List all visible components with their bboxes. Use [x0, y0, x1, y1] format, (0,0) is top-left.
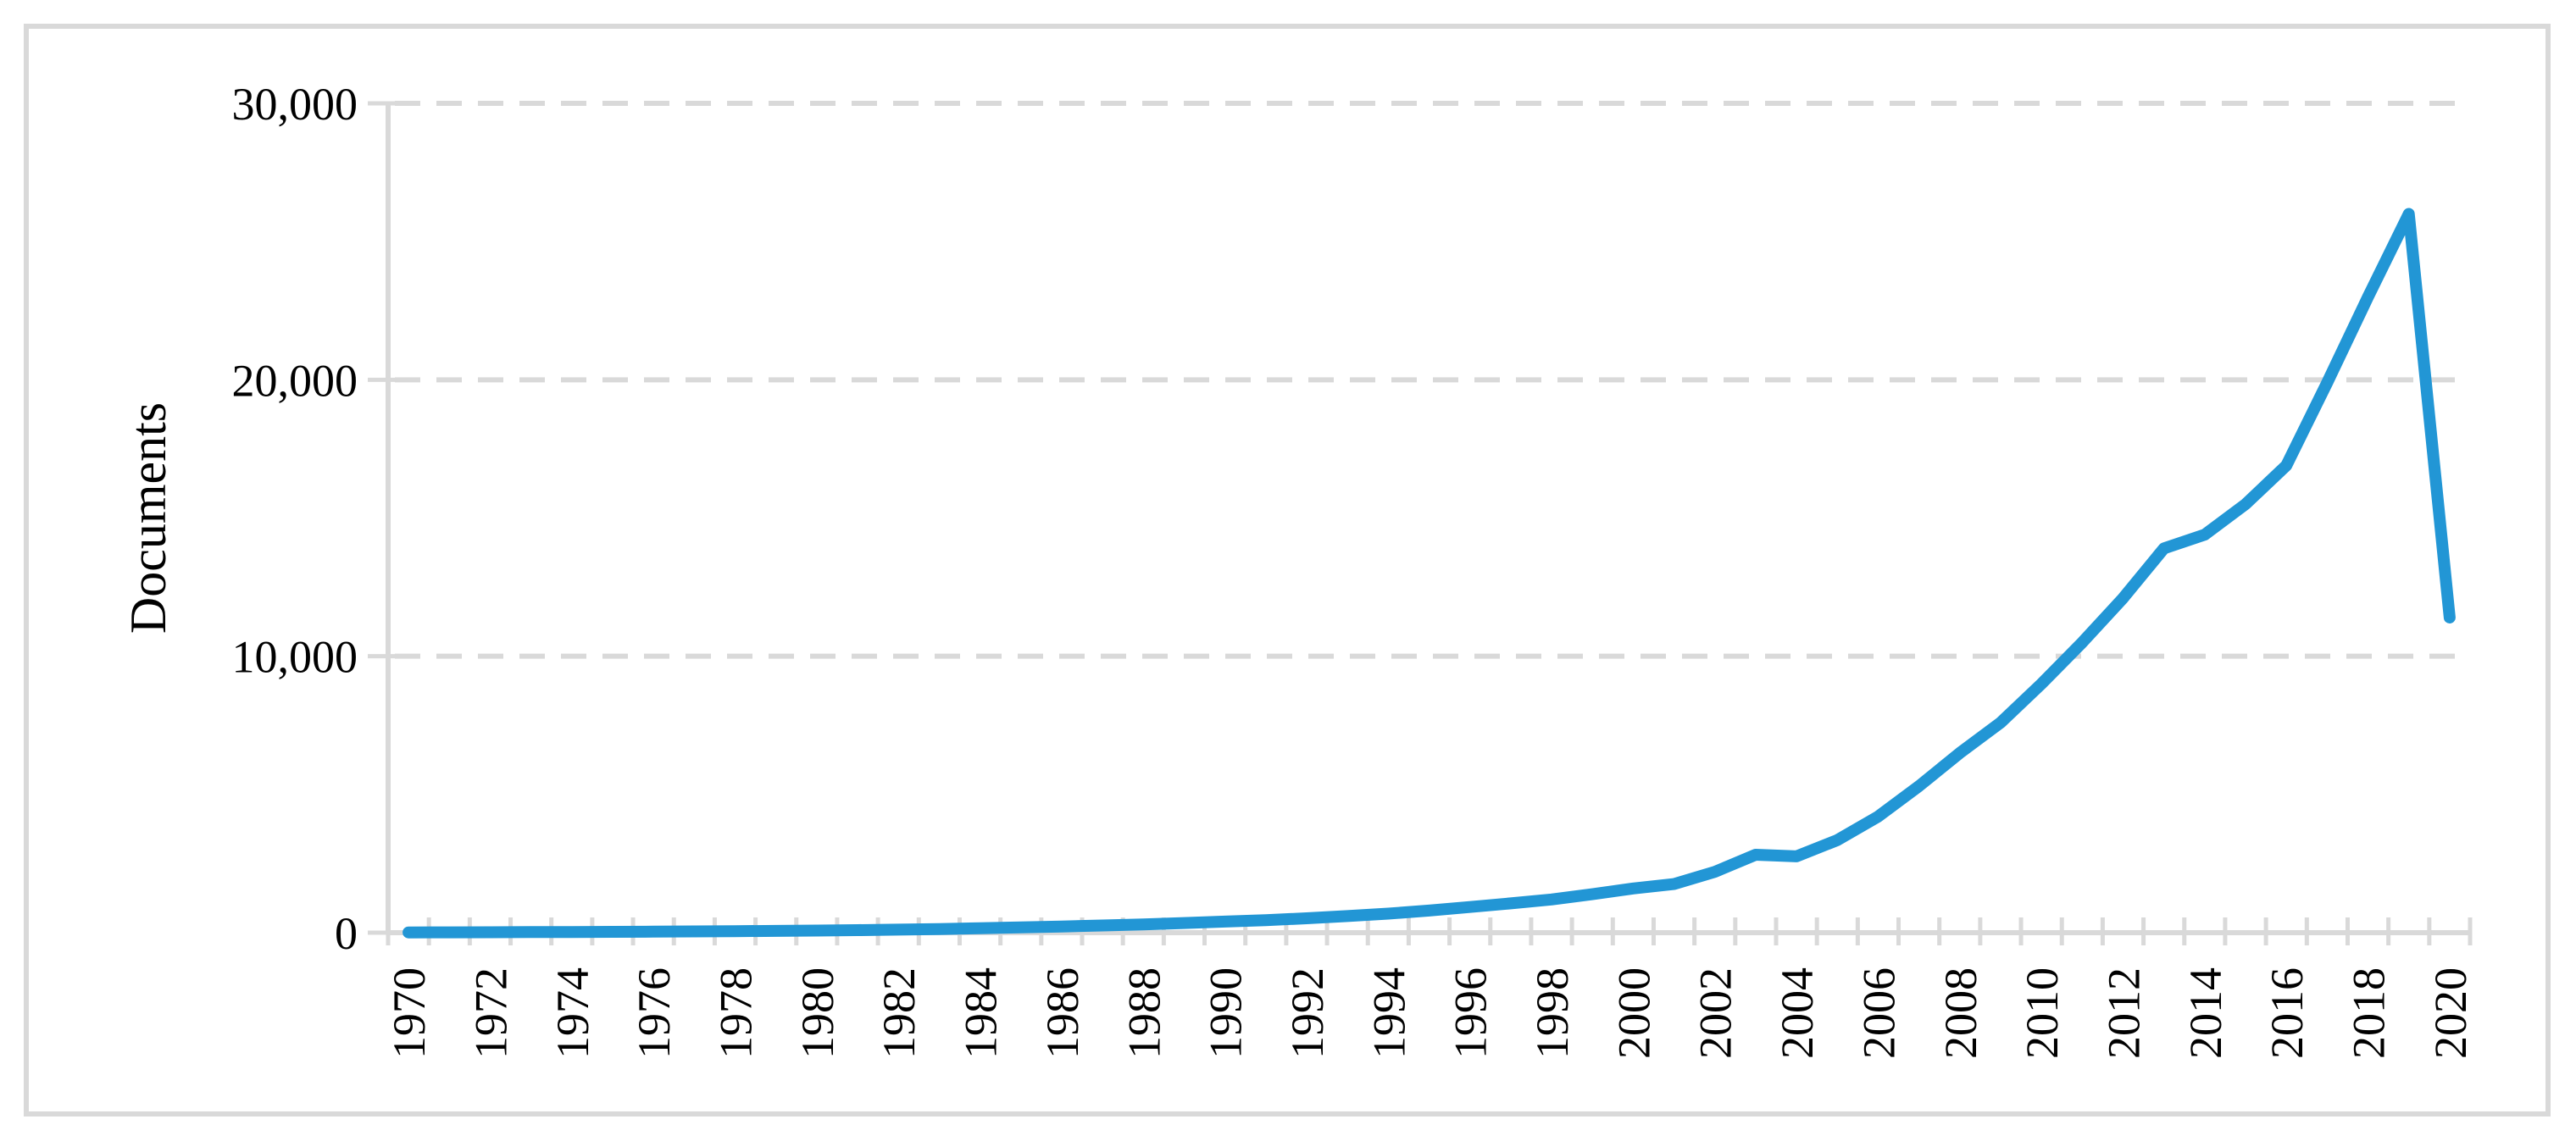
y-tick-label: 0 [335, 908, 358, 959]
x-tick-label: 2018 [2344, 967, 2395, 1059]
x-tick-label: 2020 [2425, 967, 2476, 1059]
x-tick-label: 1974 [547, 967, 598, 1059]
x-tick-label: 1998 [1527, 967, 1578, 1059]
x-tick-label: 2000 [1608, 967, 1659, 1059]
x-tick-label: 1980 [792, 967, 843, 1059]
x-tick-label: 2016 [2262, 967, 2312, 1059]
figure-border [24, 24, 2551, 1117]
y-tick-label: 30,000 [232, 79, 358, 130]
x-tick-label: 2002 [1690, 967, 1741, 1059]
x-tick-label: 1982 [874, 967, 924, 1059]
documents-series-line [402, 208, 2456, 939]
x-tick-label: 1994 [1363, 967, 1414, 1059]
x-tick-label: 1972 [465, 967, 516, 1059]
y-tick-label: 20,000 [232, 355, 358, 406]
x-tick-label: 1988 [1119, 967, 1169, 1059]
x-tick-label: 1996 [1446, 967, 1496, 1059]
x-tick-label: 1976 [629, 967, 680, 1059]
x-tick-label: 2010 [2017, 967, 2068, 1059]
x-tick-label: 1992 [1282, 967, 1333, 1059]
x-tick-label: 2012 [2099, 967, 2150, 1059]
x-tick-label: 1970 [384, 967, 435, 1059]
x-tick-label: 2008 [1935, 967, 1986, 1059]
x-tick-label: 1984 [956, 967, 1007, 1059]
x-tick-label: 2014 [2180, 967, 2231, 1059]
x-tick-label: 2004 [1772, 967, 1823, 1059]
y-axis-title: Documents [120, 402, 176, 634]
x-tick-label: 1978 [711, 967, 762, 1059]
x-tick-label: 1990 [1201, 967, 1252, 1059]
y-tick-label: 10,000 [232, 632, 358, 683]
x-tick-label: 2006 [1853, 967, 1904, 1059]
x-tick-label: 1986 [1037, 967, 1088, 1059]
